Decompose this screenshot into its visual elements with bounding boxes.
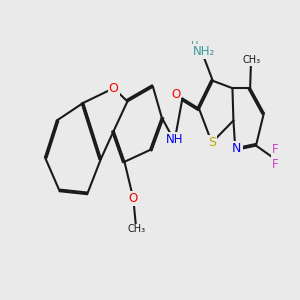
Text: O: O — [171, 88, 181, 100]
Text: O: O — [109, 82, 118, 95]
Text: CH₃: CH₃ — [127, 224, 145, 235]
Text: S: S — [208, 136, 216, 149]
Text: F: F — [272, 143, 278, 157]
Text: NH₂: NH₂ — [193, 45, 215, 58]
Text: CH₃: CH₃ — [242, 55, 260, 65]
Text: F: F — [272, 158, 278, 171]
Text: NH: NH — [166, 133, 183, 146]
Text: H: H — [191, 41, 199, 51]
Text: O: O — [129, 192, 138, 205]
Text: N: N — [232, 142, 242, 155]
